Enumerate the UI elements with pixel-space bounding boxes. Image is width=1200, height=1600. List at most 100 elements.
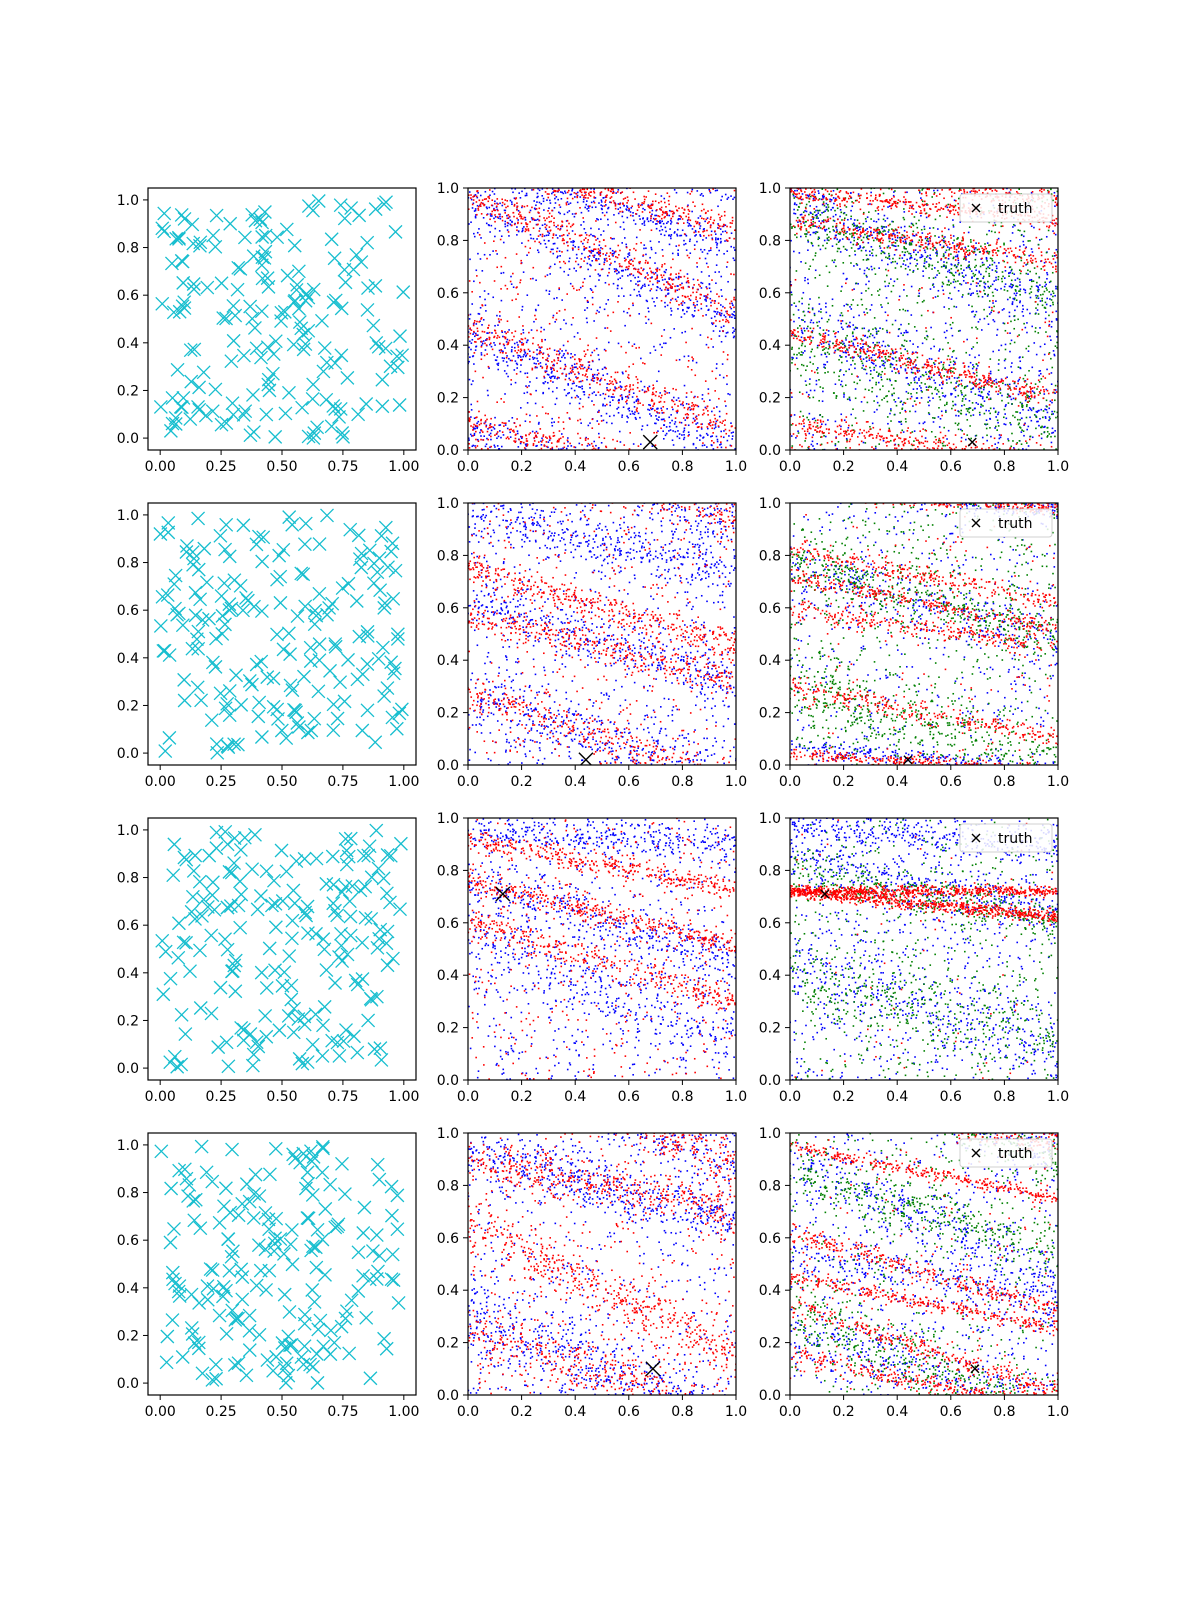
data-point bbox=[982, 388, 985, 391]
data-point bbox=[514, 222, 516, 225]
data-point bbox=[652, 271, 654, 274]
data-point bbox=[255, 215, 270, 230]
data-point bbox=[811, 418, 814, 421]
data-point bbox=[548, 267, 551, 269]
data-point bbox=[890, 420, 892, 422]
data-point bbox=[515, 253, 518, 255]
data-point bbox=[809, 233, 812, 236]
data-point bbox=[548, 290, 551, 293]
data-point bbox=[920, 254, 923, 256]
x-tick-label: 0.2 bbox=[510, 459, 532, 475]
data-point bbox=[526, 205, 529, 207]
data-point bbox=[573, 335, 576, 338]
data-point bbox=[501, 204, 504, 207]
data-point bbox=[549, 376, 551, 379]
data-point bbox=[476, 422, 478, 425]
data-point bbox=[618, 402, 620, 404]
data-point bbox=[647, 261, 649, 264]
data-point bbox=[1015, 294, 1017, 297]
data-point bbox=[680, 286, 683, 289]
data-point bbox=[720, 275, 723, 278]
data-point bbox=[696, 221, 699, 223]
data-point bbox=[854, 338, 857, 341]
data-point bbox=[527, 228, 530, 230]
data-point bbox=[489, 343, 491, 346]
data-point bbox=[864, 334, 867, 337]
data-point bbox=[644, 390, 646, 393]
data-point bbox=[726, 198, 729, 200]
data-point bbox=[635, 418, 637, 420]
data-point bbox=[561, 251, 563, 253]
data-point bbox=[933, 286, 935, 288]
data-point bbox=[845, 303, 848, 306]
data-point bbox=[996, 289, 999, 291]
data-point bbox=[828, 193, 831, 195]
data-point bbox=[552, 242, 555, 245]
data-point bbox=[718, 410, 721, 413]
data-point bbox=[602, 374, 605, 377]
data-point bbox=[876, 227, 879, 229]
data-point bbox=[826, 320, 829, 323]
data-point bbox=[936, 255, 938, 257]
data-point bbox=[587, 361, 590, 363]
data-point bbox=[1004, 367, 1006, 369]
data-point bbox=[596, 237, 599, 240]
data-point bbox=[727, 280, 729, 283]
data-point bbox=[711, 444, 713, 447]
data-point bbox=[891, 220, 893, 223]
data-point bbox=[1054, 205, 1056, 207]
data-point bbox=[590, 442, 593, 445]
data-point bbox=[633, 406, 636, 408]
data-point bbox=[913, 235, 916, 237]
data-point bbox=[520, 259, 522, 262]
data-point bbox=[794, 195, 797, 198]
data-point bbox=[981, 296, 984, 298]
data-point bbox=[913, 430, 916, 432]
data-point bbox=[599, 380, 601, 382]
data-point bbox=[630, 258, 633, 261]
data-point bbox=[1044, 417, 1047, 419]
data-point bbox=[688, 222, 690, 225]
data-point bbox=[733, 311, 735, 313]
data-point bbox=[532, 237, 535, 240]
data-point bbox=[638, 280, 641, 282]
data-point bbox=[657, 370, 660, 373]
data-point bbox=[632, 191, 635, 194]
data-point bbox=[518, 316, 521, 318]
data-point bbox=[184, 374, 199, 389]
data-point bbox=[1033, 342, 1036, 344]
data-point bbox=[537, 235, 540, 237]
data-point bbox=[691, 405, 693, 407]
data-point bbox=[824, 352, 826, 354]
data-point bbox=[907, 309, 909, 312]
data-point bbox=[808, 393, 810, 396]
data-point bbox=[894, 400, 897, 403]
data-point bbox=[811, 307, 814, 310]
data-point bbox=[840, 425, 842, 428]
data-point bbox=[589, 195, 592, 197]
data-point bbox=[713, 427, 716, 430]
data-point bbox=[669, 277, 672, 280]
data-point bbox=[978, 270, 980, 273]
data-point bbox=[674, 285, 676, 288]
data-point bbox=[990, 285, 992, 287]
data-point bbox=[521, 309, 523, 311]
data-point bbox=[925, 389, 928, 391]
data-point bbox=[581, 194, 583, 196]
data-point bbox=[695, 296, 697, 298]
data-point bbox=[910, 371, 913, 374]
data-point bbox=[1026, 394, 1028, 396]
data-point bbox=[395, 348, 410, 363]
data-point bbox=[791, 356, 793, 359]
data-point bbox=[474, 194, 477, 196]
data-point bbox=[547, 381, 549, 384]
data-point bbox=[924, 251, 927, 254]
data-point bbox=[592, 375, 594, 377]
data-point bbox=[711, 424, 714, 426]
data-point bbox=[797, 430, 799, 433]
data-point bbox=[567, 445, 569, 447]
data-point bbox=[477, 334, 479, 337]
data-point bbox=[957, 250, 960, 253]
data-point bbox=[551, 192, 553, 195]
data-point bbox=[825, 202, 828, 205]
